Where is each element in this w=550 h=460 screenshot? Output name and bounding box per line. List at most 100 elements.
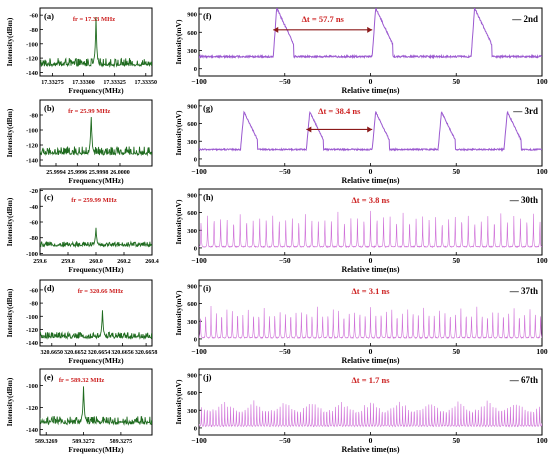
spectrum-line <box>40 116 152 157</box>
y-tick-label: 300 <box>187 48 197 55</box>
x-tick-label: −50 <box>279 347 291 356</box>
pulse-train-line <box>199 110 542 152</box>
x-tick-label: 0 <box>369 167 373 176</box>
panel-a: 17.33275 17.33300 17.33325 17.33350 -140 -120… <box>5 7 157 95</box>
pulse-train-line <box>199 306 542 340</box>
x-tick-label: 17.33325 <box>103 80 126 86</box>
repetition-rate-annotation: fr = 17.33 MHz <box>73 16 115 23</box>
x-tick-label: 320.6658 <box>135 350 158 356</box>
panel-label: (i) <box>203 283 211 293</box>
harmonic-order-label: — 2nd <box>511 14 538 24</box>
x-tick-label: 320.6650 <box>41 350 64 356</box>
pulse-train-line <box>199 210 542 249</box>
x-axis-label: Frequency(MHz) <box>68 356 124 365</box>
panel-j: −100 −50 0 50 100 0 300 600 900 Relative time(ns)… <box>174 368 548 454</box>
y-axis-label: Intensity(mV) <box>174 110 183 155</box>
x-tick-label: −50 <box>279 167 291 176</box>
y-tick-label: -100 <box>26 251 38 258</box>
plot-frame <box>39 279 153 347</box>
y-axis-label: Intensity(mV) <box>174 379 183 424</box>
panel-label: (b) <box>44 103 55 113</box>
x-tick-label: 50 <box>453 167 461 176</box>
panel-label: (a) <box>44 11 54 21</box>
x-axis-label: Frequency(MHz) <box>68 445 124 454</box>
y-tick-label: 0 <box>194 336 197 343</box>
x-tick-label: 100 <box>536 436 548 445</box>
y-tick-label: -100 <box>26 41 38 48</box>
x-axis-label: Relative time(ns) <box>342 86 400 95</box>
harmonic-order-label: — 3rd <box>512 106 538 116</box>
y-tick-label: 300 <box>187 319 197 326</box>
x-tick-label: 260.4 <box>145 259 159 265</box>
spacing-arrow-head-left <box>306 126 312 133</box>
panel-label: (j) <box>203 372 212 382</box>
panel-d: 320.6650 320.6652 320.6654 320.6656 320.6658… <box>5 279 158 365</box>
harmonic-order-label: — 30th <box>509 195 538 205</box>
x-tick-label: 0 <box>369 347 373 356</box>
y-tick-label: 900 <box>187 283 197 290</box>
y-axis-label: Intensity(dBm) <box>5 288 14 337</box>
x-tick-label: 100 <box>536 77 548 86</box>
x-tick-label: 0 <box>369 77 373 86</box>
x-tick-label: −100 <box>191 347 207 356</box>
y-tick-label: -100 <box>26 314 38 321</box>
x-tick-label: 100 <box>536 167 548 176</box>
x-tick-label: 50 <box>453 347 461 356</box>
pulse-spacing-label: Δt = 3.1 ns <box>351 286 390 296</box>
x-tick-label: −100 <box>191 77 207 86</box>
y-tick-label: -80 <box>29 235 38 242</box>
panel-g: −100 −50 0 50 100 0 300 600 900 Relative time(ns)… <box>174 99 548 185</box>
y-tick-label: -20 <box>29 188 38 195</box>
x-tick-label: −50 <box>279 436 291 445</box>
y-axis-label: Intensity(dBm) <box>5 108 14 157</box>
y-tick-label: -40 <box>29 204 38 211</box>
pulse-spacing-label: Δt = 3.8 ns <box>351 195 390 205</box>
x-axis-label: Frequency(MHz) <box>68 265 124 274</box>
y-tick-label: -120 <box>26 405 38 412</box>
y-tick-label: -60 <box>29 287 38 294</box>
plot-frame <box>198 99 543 167</box>
spacing-arrow-head-left <box>273 26 279 33</box>
y-axis-label: Intensity(mV) <box>174 290 183 335</box>
y-axis-label: Intensity(dBm) <box>5 197 14 246</box>
x-tick-label: 0 <box>369 436 373 445</box>
x-tick-label: −100 <box>191 167 207 176</box>
plot-frame <box>39 99 153 167</box>
x-tick-label: 589.3272 <box>72 439 95 445</box>
repetition-rate-annotation: fr = 589.32 MHz <box>59 377 105 384</box>
y-tick-label: 900 <box>187 192 197 199</box>
x-axis-label: Relative time(ns) <box>342 265 400 274</box>
y-tick-label: -120 <box>26 56 38 63</box>
pulse-spacing-label: Δt = 38.4 ns <box>318 106 361 116</box>
x-tick-label: 100 <box>536 256 548 265</box>
panel-f: −100 −50 0 50 100 0 300 600 900 Relative time(ns)… <box>174 7 548 95</box>
x-tick-label: 25.9996 <box>68 170 88 176</box>
repetition-rate-annotation: fr = 25.99 MHz <box>68 108 110 115</box>
y-tick-label: -60 <box>29 220 38 227</box>
harmonic-order-label: — 37th <box>509 286 538 296</box>
pulse-train-line <box>199 400 542 428</box>
x-tick-label: −100 <box>191 256 207 265</box>
x-tick-label: 50 <box>453 436 461 445</box>
panel-h: −100 −50 0 50 100 0 300 600 900 Relative time(ns)… <box>174 188 548 274</box>
spectrum-line <box>40 227 152 248</box>
x-tick-label: 320.6656 <box>111 350 134 356</box>
y-axis-label: Intensity(mV) <box>174 199 183 244</box>
x-axis-label: Relative time(ns) <box>342 356 400 365</box>
panel-e: 589.3269 589.3272 589.3275 -140 -120 -100 Freq… <box>5 368 153 454</box>
plot-frame <box>39 368 153 436</box>
panel-label: (f) <box>203 11 212 21</box>
x-tick-label: 320.6652 <box>64 350 87 356</box>
panel-i: −100 −50 0 50 100 0 300 600 900 Relative time(ns)… <box>174 279 548 365</box>
y-axis-label: Intensity(dBm) <box>5 17 14 66</box>
y-tick-label: -60 <box>29 13 38 20</box>
y-tick-label: 0 <box>194 245 197 252</box>
y-tick-label: 600 <box>187 210 197 217</box>
y-axis-label: Intensity(dBm) <box>5 377 14 426</box>
repetition-rate-annotation: fr = 259.99 MHz <box>71 197 117 204</box>
y-tick-label: 600 <box>187 301 197 308</box>
spacing-arrow-head-right <box>367 26 373 33</box>
y-tick-label: -100 <box>26 128 38 135</box>
